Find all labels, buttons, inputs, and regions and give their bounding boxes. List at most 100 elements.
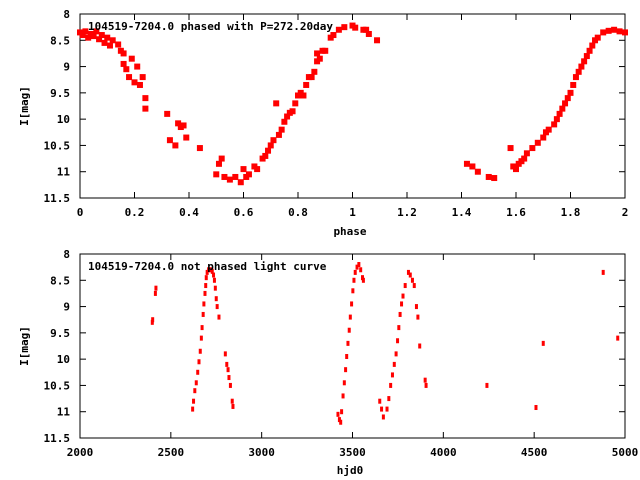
data-point xyxy=(567,89,574,96)
data-point xyxy=(562,100,569,107)
data-point xyxy=(469,163,476,170)
x-tick-label: 1 xyxy=(349,206,356,219)
data-point xyxy=(351,288,355,294)
data-point xyxy=(564,95,571,102)
data-point xyxy=(128,55,135,62)
data-point xyxy=(267,142,274,149)
data-point xyxy=(545,126,552,133)
data-point xyxy=(214,296,218,302)
data-point xyxy=(559,105,566,112)
data-point xyxy=(311,68,318,75)
phased-plot-title: 104519-7204.0 phased with P=272.20day xyxy=(88,20,333,33)
y-tick-label: 11.5 xyxy=(44,192,71,205)
x-tick-label: 4500 xyxy=(521,446,548,459)
data-point xyxy=(365,30,372,37)
data-point xyxy=(93,28,100,35)
data-point xyxy=(106,42,113,49)
data-point xyxy=(605,27,612,34)
data-point xyxy=(424,382,428,388)
data-point xyxy=(397,325,401,331)
y-tick-label: 9.5 xyxy=(50,327,70,340)
y-tick-label: 11.5 xyxy=(44,432,71,445)
data-point xyxy=(406,269,410,275)
x-tick-label: 5000 xyxy=(612,446,639,459)
x-tick-label: 2500 xyxy=(158,446,185,459)
data-point xyxy=(540,134,547,141)
y-tick-label: 10.5 xyxy=(44,139,71,152)
data-point xyxy=(150,319,154,325)
data-point xyxy=(90,33,97,40)
data-point xyxy=(601,269,605,275)
data-point xyxy=(210,268,214,274)
data-point xyxy=(292,100,299,107)
data-point xyxy=(363,26,370,33)
data-point xyxy=(289,108,296,115)
data-point xyxy=(208,267,212,273)
data-point xyxy=(196,369,200,375)
data-point xyxy=(308,74,315,81)
x-tick-label: 0.2 xyxy=(125,206,145,219)
data-point xyxy=(270,137,277,144)
x-tick-label: 1.2 xyxy=(397,206,417,219)
data-point xyxy=(347,327,351,333)
x-tick-label: 0 xyxy=(77,206,84,219)
x-tick-label: 0.6 xyxy=(234,206,254,219)
x-tick-label: 0.8 xyxy=(288,206,308,219)
data-point xyxy=(594,34,601,41)
x-tick-label: 4000 xyxy=(430,446,457,459)
data-point xyxy=(523,150,530,157)
data-point xyxy=(281,118,288,125)
data-point xyxy=(534,405,538,411)
data-point xyxy=(79,32,86,39)
data-point xyxy=(230,398,234,404)
data-point xyxy=(126,74,133,81)
data-point xyxy=(355,264,359,270)
data-point xyxy=(197,359,201,365)
data-point xyxy=(378,398,382,404)
data-point xyxy=(200,325,204,331)
x-tick-label: 3500 xyxy=(339,446,366,459)
data-point xyxy=(600,29,607,36)
data-point xyxy=(341,393,345,399)
y-tick-label: 8 xyxy=(63,248,70,261)
data-point xyxy=(96,36,103,43)
data-point xyxy=(491,175,498,182)
data-point xyxy=(273,100,280,107)
x-tick-label: 1.6 xyxy=(506,206,526,219)
data-point xyxy=(213,285,217,291)
data-point xyxy=(392,361,396,367)
data-point xyxy=(166,137,173,144)
data-point xyxy=(196,145,203,152)
data-point xyxy=(278,126,285,133)
data-point xyxy=(198,348,202,354)
data-point xyxy=(215,160,222,167)
phased-plot: phase I[mag] 0 0.2 0.4 0.6 0.8 1 1.2 1.4 1.6 1.8 2… xyxy=(18,8,628,238)
data-point xyxy=(237,179,244,186)
data-point xyxy=(226,367,230,373)
data-point xyxy=(109,37,116,44)
data-point xyxy=(403,283,407,289)
data-point xyxy=(240,166,247,173)
y-tick-label: 9 xyxy=(63,61,70,74)
y-tick-label: 11 xyxy=(57,166,71,179)
data-point xyxy=(175,120,182,127)
data-point xyxy=(142,95,149,102)
data-point xyxy=(164,110,171,117)
y-tick-label: 10 xyxy=(57,353,70,366)
data-point xyxy=(227,375,231,381)
data-point xyxy=(521,155,528,162)
unphased-plot-title: 104519-7204.0 not phased light curve xyxy=(88,260,327,273)
data-point xyxy=(344,367,348,373)
data-point xyxy=(201,311,205,317)
data-point xyxy=(217,314,221,320)
data-point xyxy=(352,277,356,283)
data-point xyxy=(194,380,198,386)
data-point xyxy=(534,139,541,146)
data-point xyxy=(350,301,354,307)
data-point xyxy=(98,32,105,39)
data-point xyxy=(212,277,216,283)
data-point xyxy=(408,272,412,278)
data-point xyxy=(231,403,235,409)
data-point xyxy=(342,380,346,386)
data-point xyxy=(205,269,209,275)
